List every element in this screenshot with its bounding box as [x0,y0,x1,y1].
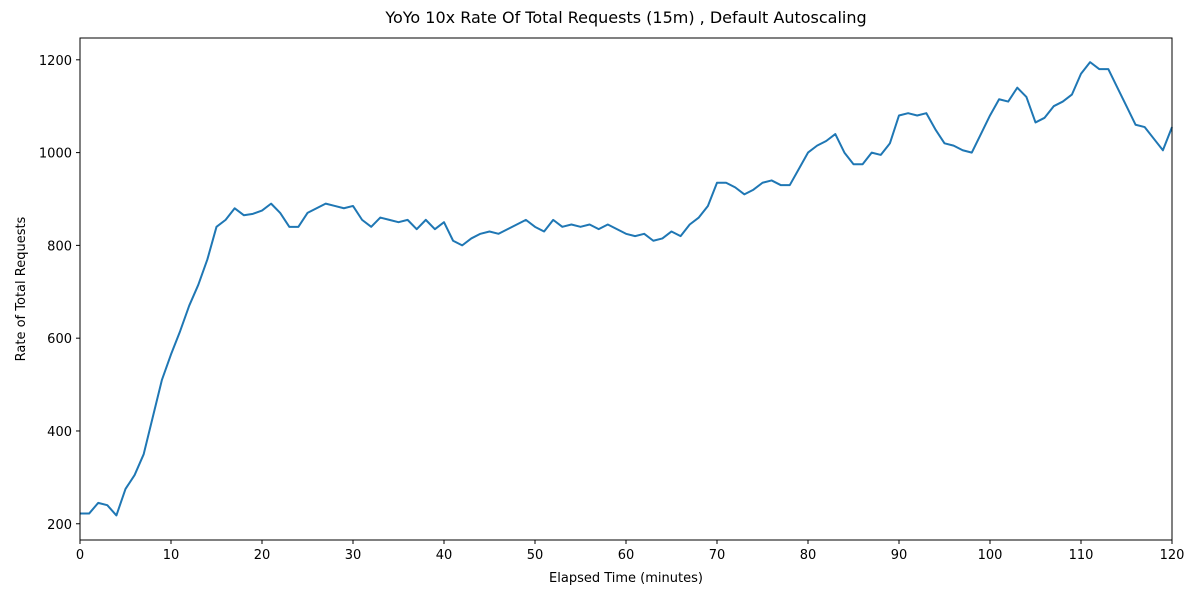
series-line [80,61,1173,517]
x-tick-label: 10 [163,548,180,563]
y-tick-label: 600 [47,332,72,347]
x-axis-label: Elapsed Time (minutes) [549,571,703,586]
y-tick-label: 1000 [39,147,72,162]
x-tick-label: 120 [1160,548,1185,563]
x-tick-label: 0 [76,548,84,563]
chart-title: YoYo 10x Rate Of Total Requests (15m) , … [384,8,866,27]
x-tick-label: 70 [709,548,726,563]
plot-frame [79,37,1173,541]
y-tick-label: 400 [47,425,72,440]
y-tick-label: 800 [47,239,72,254]
x-tick-label: 60 [618,548,635,563]
x-tick-label: 110 [1069,548,1094,563]
x-tick-label: 80 [800,548,817,563]
x-tick-label: 20 [254,548,271,563]
x-tick-label: 40 [436,548,453,563]
x-tick-label: 90 [891,548,908,563]
x-tick-label: 100 [978,548,1003,563]
y-tick-label: 200 [47,518,72,533]
y-axis-label: Rate of Total Requests [14,216,29,361]
x-tick-label: 30 [345,548,362,563]
y-tick-label: 1200 [39,54,72,69]
x-tick-label: 50 [527,548,544,563]
